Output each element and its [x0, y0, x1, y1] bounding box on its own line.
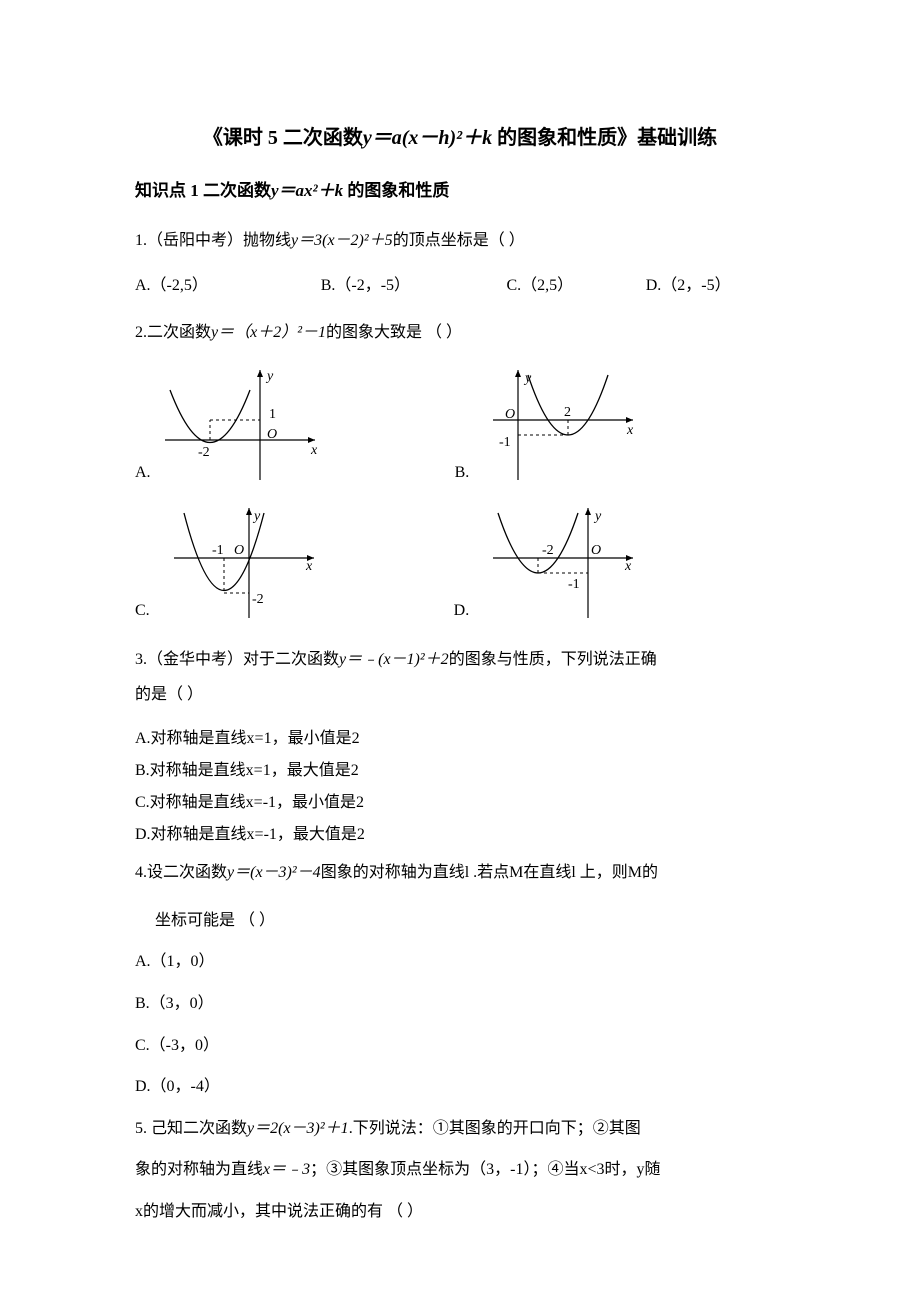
graph-a-x: x	[310, 443, 318, 458]
question-5: 5. 己知二次函数y＝2(x－3)²＋1.下列说法：①其图象的开口向下；②其图 …	[135, 1108, 785, 1233]
graph-b-ymark: -1	[499, 435, 511, 450]
q5-line2-b: ；③其图象顶点坐标为（3，-1）；④当x<3时，y随	[310, 1161, 660, 1178]
q4-opt-d: D.（0，-4）	[135, 1066, 785, 1108]
q4-opt-a: A.（1，0）	[135, 941, 785, 983]
graph-cell-d: D. -2 -1 O x y	[454, 498, 654, 628]
question-3: 3.（金华中考）对于二次函数y＝﹣(x－1)²＋2的图象与性质，下列说法正确 的…	[135, 642, 785, 712]
section1-prefix: 知识点 1 二次函数	[135, 181, 271, 200]
graph-row-1: A. 1 -2 O x y B.	[135, 360, 785, 490]
graph-b-O: O	[505, 407, 515, 422]
graph-c-y: y	[252, 509, 261, 524]
q5-line2-formula: x＝﹣3	[263, 1161, 310, 1178]
section1-suffix: 的图象和性质	[343, 181, 449, 200]
graph-label-c: C.	[135, 597, 150, 628]
q5-line2-a: 象的对称轴为直线	[135, 1161, 263, 1178]
q4-text: 4.设二次函数	[135, 864, 227, 881]
q4-options: A.（1，0） B.（3，0） C.（-3，0） D.（0，-4）	[135, 941, 785, 1107]
section1-formula: y＝ax²＋k	[271, 181, 343, 200]
graph-d-svg: -2 -1 O x y	[473, 498, 653, 628]
graph-label-b: B.	[455, 459, 470, 490]
graph-label-d: D.	[454, 597, 470, 628]
q3-opt-b: B.对称轴是直线x=1，最大值是2	[135, 755, 785, 787]
title-prefix: 《课时 5 二次函数	[203, 127, 363, 149]
title-formula: y＝a(x－h)²＋k	[363, 127, 492, 149]
graph-label-a: A.	[135, 459, 151, 490]
graph-d-ymark: -1	[568, 577, 580, 592]
graph-a-vertex-x: -2	[198, 445, 210, 460]
q1-opt-c: C.（2,5）	[506, 268, 645, 303]
q5-text: 5. 己知二次函数	[135, 1120, 247, 1137]
section-heading-1: 知识点 1 二次函数y＝ax²＋k 的图象和性质	[135, 176, 785, 207]
q3-line2: 的是（ ）	[135, 686, 203, 703]
graph-d-xmark: -2	[542, 543, 554, 558]
q5-line3: x的增大而减小，其中说法正确的有 （ ）	[135, 1203, 423, 1220]
graph-c-xmark: -1	[212, 543, 224, 558]
q4-opt-b: B.（3，0）	[135, 983, 785, 1025]
graph-b-xmark: 2	[564, 405, 571, 420]
title-suffix: 的图象和性质》基础训练	[492, 127, 717, 149]
q2-suffix: 的图象大致是 （ ）	[326, 324, 462, 341]
q4-formula: y＝(x－3)²－4	[227, 864, 321, 881]
q2-text: 2.二次函数	[135, 324, 211, 341]
q1-opt-a: A.（-2,5）	[135, 268, 321, 303]
q1-opt-d: D.（2，-5）	[646, 268, 785, 303]
question-2: 2.二次函数y＝（x＋2）²－1的图象大致是 （ ）	[135, 315, 785, 350]
graph-c-ymark: -2	[252, 592, 264, 607]
page-title: 《课时 5 二次函数y＝a(x－h)²＋k 的图象和性质》基础训练	[135, 120, 785, 156]
q1-options: A.（-2,5） B.（-2，-5） C.（2,5） D.（2，-5）	[135, 268, 785, 303]
graph-a-svg: 1 -2 O x y	[155, 360, 335, 490]
q3-formula: y＝﹣(x－1)²＋2	[339, 651, 449, 668]
graph-d-y: y	[593, 509, 602, 524]
q5-formula: y＝2(x－3)²＋1	[247, 1120, 349, 1137]
q3-line1-suffix: 的图象与性质，下列说法正确	[449, 651, 657, 668]
graph-d-x: x	[624, 559, 632, 574]
graph-cell-c: C. -1 -2 O x y	[135, 498, 334, 628]
q5-suffix: .下列说法：①其图象的开口向下；②其图	[349, 1120, 641, 1137]
graph-b-y: y	[523, 371, 532, 386]
q1-formula: y＝3(x－2)²＋5	[291, 232, 393, 249]
q1-opt-b: B.（-2，-5）	[321, 268, 507, 303]
graph-b-svg: 2 -1 O x y	[473, 360, 653, 490]
q3-opt-d: D.对称轴是直线x=-1，最大值是2	[135, 819, 785, 851]
q1-text: 1.（岳阳中考）抛物线	[135, 232, 291, 249]
graph-a-yint: 1	[269, 407, 276, 422]
graph-cell-a: A. 1 -2 O x y	[135, 360, 335, 490]
q3-options: A.对称轴是直线x=1，最小值是2 B.对称轴是直线x=1，最大值是2 C.对称…	[135, 723, 785, 851]
graph-d-O: O	[591, 543, 601, 558]
graph-c-O: O	[234, 543, 244, 558]
question-4: 4.设二次函数y＝(x－3)²－4图象的对称轴为直线l .若点M在直线l 上，则…	[135, 855, 785, 890]
graph-c-svg: -1 -2 O x y	[154, 498, 334, 628]
q2-formula: y＝（x＋2）²－1	[211, 324, 326, 341]
graph-a-O: O	[267, 427, 277, 442]
question-1: 1.（岳阳中考）抛物线y＝3(x－2)²＋5的顶点坐标是（ ）	[135, 223, 785, 258]
q1-suffix: 的顶点坐标是（ ）	[393, 232, 525, 249]
q4-opt-c: C.（-3，0）	[135, 1025, 785, 1067]
graph-row-2: C. -1 -2 O x y D.	[135, 498, 785, 628]
q3-opt-c: C.对称轴是直线x=-1，最小值是2	[135, 787, 785, 819]
q3-line1: 3.（金华中考）对于二次函数	[135, 651, 339, 668]
graph-c-x: x	[305, 559, 313, 574]
graph-b-x: x	[626, 423, 634, 438]
q4-mid: 图象的对称轴为直线l .若点M在直线l 上，则M的	[321, 864, 658, 881]
graph-cell-b: B. 2 -1 O x y	[455, 360, 654, 490]
q2-graph-options: A. 1 -2 O x y B.	[135, 360, 785, 628]
q3-opt-a: A.对称轴是直线x=1，最小值是2	[135, 723, 785, 755]
q4-cont: 坐标可能是 （ ）	[135, 900, 785, 942]
graph-a-y: y	[265, 369, 274, 384]
